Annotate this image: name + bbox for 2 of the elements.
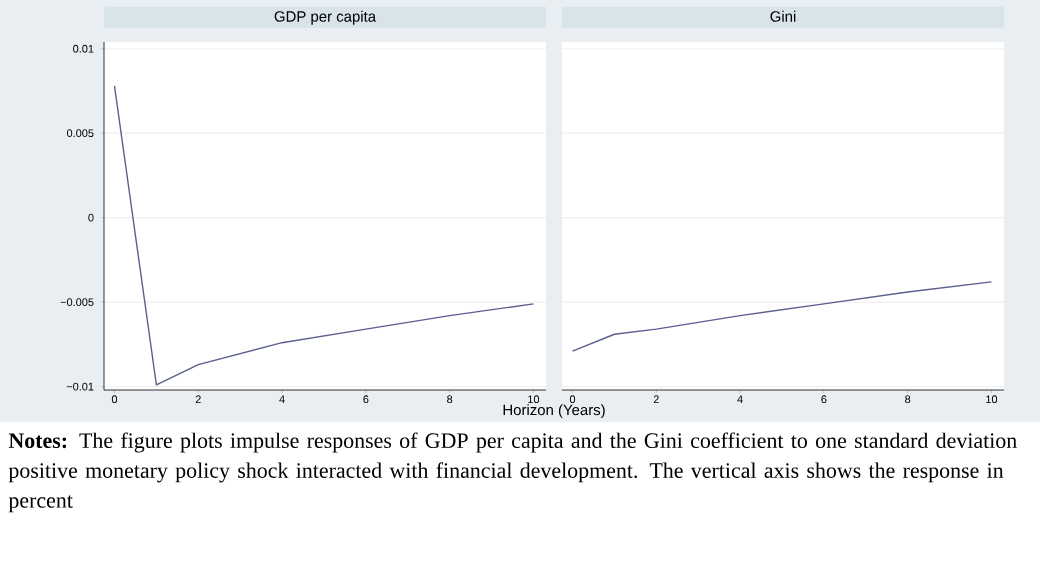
- line-series: [113, 85, 535, 386]
- text: Notes: The figure plots impulse responses of GDP per capita and the Gini coefficient to one standard deviation positive monetary policy shock interacted with financial development. The vertical axis shows the response in percent: [8, 432, 1017, 513]
